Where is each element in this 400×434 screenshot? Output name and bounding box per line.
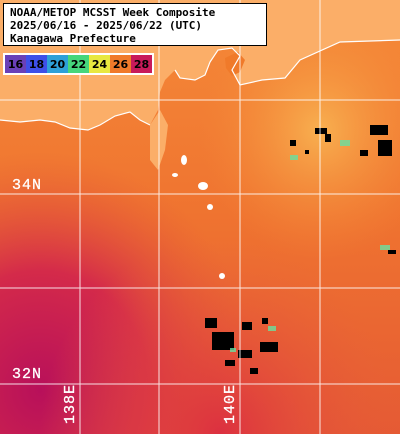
legend-item-16: 16 bbox=[5, 55, 26, 73]
island bbox=[198, 182, 208, 190]
title-line-1: NOAA/METOP MCSST Week Composite bbox=[10, 6, 216, 19]
cool-patches bbox=[230, 140, 390, 352]
title-line-2: 2025/06/16 - 2025/06/22 (UTC) bbox=[10, 19, 203, 32]
lon-label-138e: 138E bbox=[62, 383, 79, 424]
island bbox=[219, 273, 225, 279]
island bbox=[172, 173, 178, 177]
legend-item-20: 20 bbox=[47, 55, 68, 73]
legend-item-26: 26 bbox=[110, 55, 131, 73]
title-line-3: Kanagawa Prefecture bbox=[10, 32, 136, 45]
legend-item-22: 22 bbox=[68, 55, 89, 73]
lat-label-32n: 32N bbox=[12, 366, 43, 383]
lat-label-34n: 34N bbox=[12, 177, 43, 194]
legend-item-24: 24 bbox=[89, 55, 110, 73]
island bbox=[207, 204, 213, 210]
island bbox=[181, 155, 187, 165]
color-legend: 16 18 20 22 24 26 28 bbox=[3, 53, 154, 75]
legend-item-18: 18 bbox=[26, 55, 47, 73]
cloud-patches bbox=[205, 125, 396, 374]
legend-item-28: 28 bbox=[131, 55, 152, 73]
lon-label-140e: 140E bbox=[222, 383, 239, 424]
title-box: NOAA/METOP MCSST Week Composite 2025/06/… bbox=[3, 3, 267, 46]
